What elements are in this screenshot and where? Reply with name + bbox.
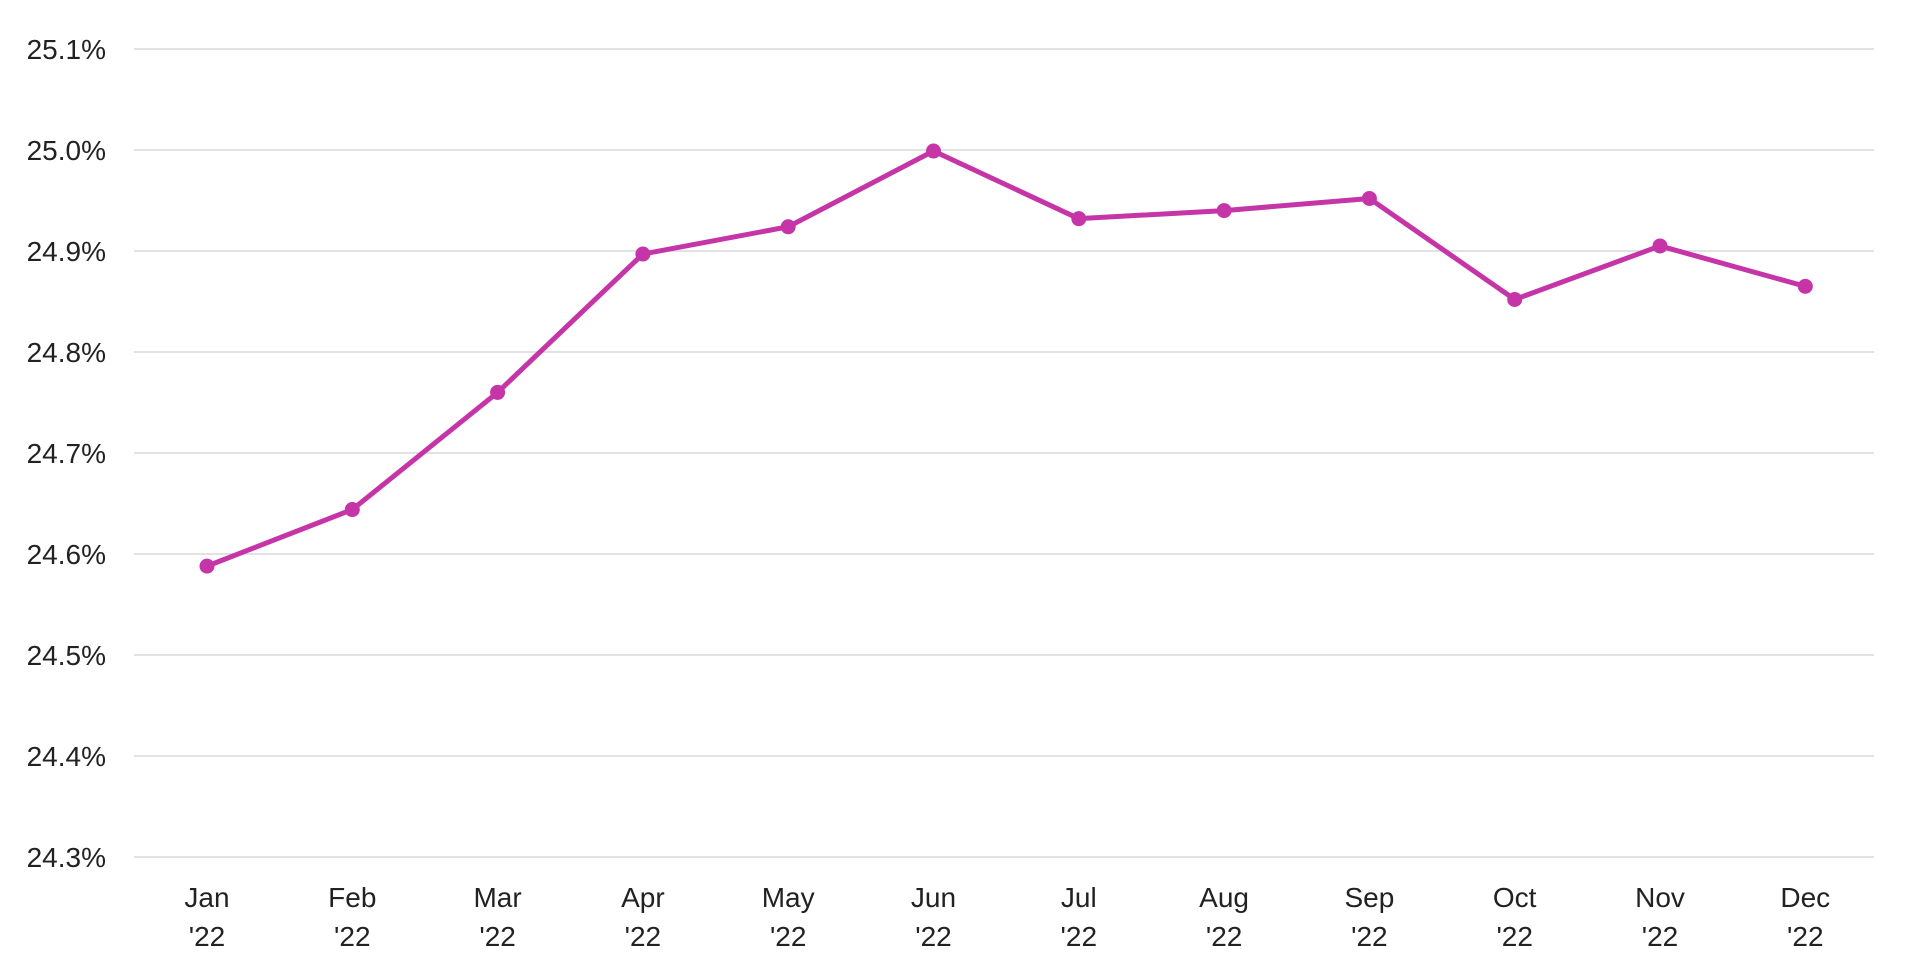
data-point[interactable] [926,143,941,159]
series-line-group [204,148,1808,569]
x-tick-label-year: '22 [334,921,371,952]
x-tick-label-month: Dec [1780,882,1830,913]
x-tick-label-year: '22 [1496,921,1533,952]
y-tick-label: 24.8% [27,337,106,368]
y-axis-tick-labels: 24.3% 24.4% 24.5% 24.6% 24.7% 24.8% 24.9% 25.0%… [27,34,106,873]
x-tick-label-month: Nov [1635,882,1685,913]
data-point[interactable] [635,246,651,262]
y-tick-label: 24.5% [27,640,106,671]
y-tick-label: 24.9% [27,236,106,267]
gridlines [134,48,1874,858]
y-tick-label: 24.6% [27,539,106,570]
y-tick-label: 24.7% [27,438,106,469]
x-tick-label-year: '22 [1351,921,1388,952]
y-tick-label: 25.1% [27,34,106,65]
y-tick-label: 25.0% [27,135,106,166]
x-tick-label-year: '22 [915,921,952,952]
x-tick-label-month: Jul [1061,882,1097,913]
x-axis-tick-labels: Jan '22 Feb '22 Mar '22 Apr '22 May '22 Jun '22 Jul '… [184,882,1830,952]
data-point[interactable] [1507,291,1523,307]
x-tick-label-year: '22 [1061,921,1098,952]
data-point[interactable] [1652,238,1668,254]
x-tick-label-year: '22 [1787,921,1824,952]
x-tick-label-month: Sep [1344,882,1394,913]
series-points-group [199,143,1813,574]
x-tick-label-month: Jan [184,882,229,913]
y-tick-label: 24.3% [27,842,106,873]
data-point[interactable] [490,384,506,400]
x-tick-label-year: '22 [770,921,807,952]
series-line [204,148,1808,569]
data-point[interactable] [780,219,796,235]
data-point[interactable] [344,502,360,518]
data-point[interactable] [1071,211,1087,227]
x-tick-label-month: May [762,882,815,913]
data-point[interactable] [1216,203,1232,219]
x-tick-label-year: '22 [1642,921,1679,952]
x-tick-label-month: Aug [1199,882,1249,913]
data-point[interactable] [1361,190,1377,206]
x-tick-label-month: Jun [911,882,956,913]
x-tick-label-month: Mar [473,882,521,913]
x-tick-label-year: '22 [189,921,226,952]
data-point[interactable] [199,558,215,574]
x-tick-label-month: Feb [328,882,376,913]
x-tick-label-year: '22 [625,921,662,952]
y-tick-label: 24.4% [27,741,106,772]
x-tick-label-month: Oct [1493,882,1537,913]
data-point[interactable] [1797,278,1813,294]
x-tick-label-month: Apr [621,882,665,913]
x-tick-label-year: '22 [479,921,516,952]
x-tick-label-year: '22 [1206,921,1243,952]
